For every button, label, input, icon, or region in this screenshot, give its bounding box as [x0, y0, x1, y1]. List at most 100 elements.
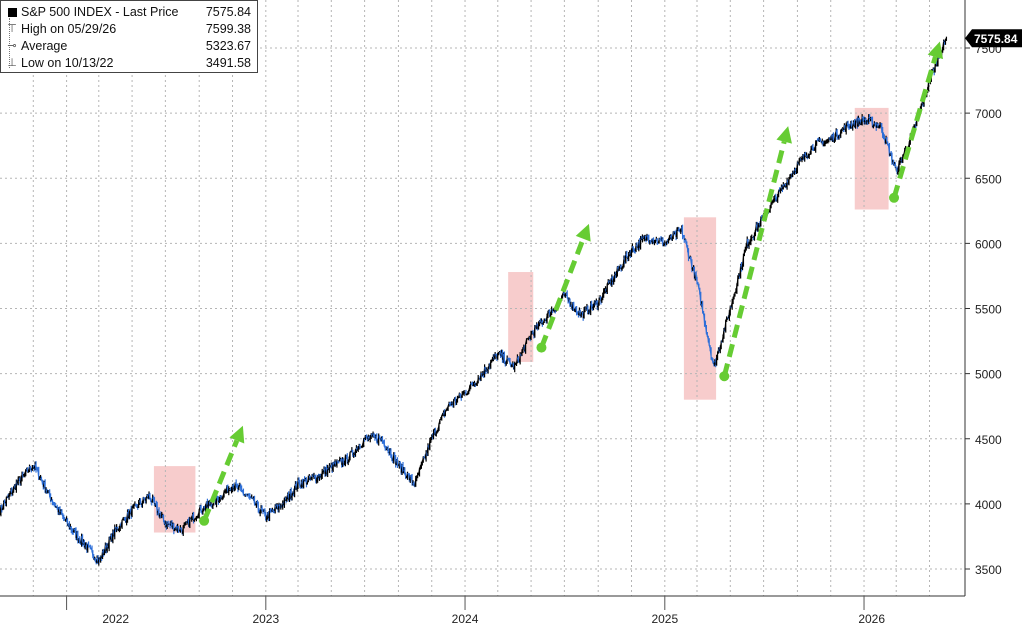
price-segment	[372, 434, 375, 438]
price-segment	[872, 125, 874, 128]
price-segment	[401, 464, 404, 473]
price-segment	[66, 519, 69, 526]
price-segment	[882, 134, 884, 137]
price-segment	[87, 543, 90, 546]
arrow-head	[776, 126, 792, 144]
legend-item-last-price: S&P 500 INDEX - Last Price 7575.84	[1, 4, 257, 21]
price-segment	[504, 362, 507, 364]
legend-value: 7599.38	[205, 22, 251, 36]
price-segment	[393, 454, 396, 456]
price-segment	[518, 354, 521, 363]
price-segment	[657, 239, 660, 244]
price-segment	[513, 364, 516, 370]
price-segment	[549, 313, 552, 317]
price-segment	[685, 242, 688, 247]
price-segment	[190, 516, 193, 520]
price-segment	[613, 274, 616, 279]
price-segment	[217, 499, 220, 503]
price-segment	[309, 478, 312, 480]
price-segment	[727, 312, 730, 319]
price-segment	[896, 170, 899, 174]
y-tick-label: 4000	[975, 498, 1002, 512]
price-segment	[944, 39, 946, 43]
price-segment	[445, 408, 448, 411]
price-segment	[193, 518, 195, 522]
price-segment	[211, 505, 214, 508]
price-segment	[885, 137, 888, 142]
price-segment	[390, 456, 393, 459]
price-segment	[48, 490, 51, 497]
price-segment	[733, 292, 736, 296]
price-segment	[621, 265, 624, 268]
price-segment	[308, 475, 311, 480]
price-segment	[414, 478, 417, 487]
price-segment	[241, 489, 243, 492]
price-segment	[233, 482, 236, 489]
price-segment	[135, 504, 138, 508]
price-segment	[43, 481, 46, 492]
price-segment	[125, 520, 128, 523]
price-segment	[690, 261, 693, 270]
price-segment	[456, 397, 459, 403]
price-segment	[739, 264, 742, 277]
price-segment	[144, 497, 147, 501]
price-segment	[34, 464, 37, 470]
price-segment	[188, 518, 191, 527]
price-segment	[240, 487, 243, 491]
price-segment	[846, 122, 849, 127]
price-segment	[91, 550, 94, 557]
price-segment	[652, 238, 655, 243]
price-segment	[157, 509, 160, 517]
price-segment	[242, 491, 244, 495]
price-segment	[648, 240, 651, 243]
price-segment	[684, 239, 687, 243]
price-segment	[194, 518, 196, 520]
price-segment	[669, 235, 672, 240]
price-segment	[771, 200, 774, 204]
price-segment	[847, 125, 850, 128]
legend-label: High on 05/29/26	[21, 22, 117, 36]
price-segment	[149, 498, 152, 502]
price-segment	[118, 527, 120, 530]
price-segment	[348, 452, 351, 460]
price-segment	[731, 299, 734, 303]
price-segment	[69, 526, 72, 531]
arrow-shaft	[891, 56, 938, 199]
highlight-region	[508, 272, 534, 362]
price-segment	[877, 126, 880, 128]
price-segment	[625, 253, 628, 257]
price-segment	[89, 546, 91, 548]
price-segment	[24, 469, 27, 474]
price-segment	[166, 522, 169, 525]
price-segment	[434, 432, 437, 436]
price-segment	[646, 235, 649, 238]
price-segment	[247, 494, 250, 497]
price-segment	[827, 138, 830, 140]
price-segment	[55, 506, 58, 508]
price-segment	[452, 399, 455, 405]
price-segment	[419, 466, 421, 469]
price-segment	[362, 438, 365, 445]
price-segment	[406, 473, 409, 478]
price-segment	[268, 510, 271, 519]
price-segment	[634, 244, 637, 252]
price-segment	[153, 499, 155, 505]
price-segment	[244, 494, 247, 496]
price-segment	[698, 287, 701, 293]
price-segment	[779, 188, 781, 192]
price-segment	[360, 445, 363, 448]
price-segment	[655, 238, 658, 243]
price-segment	[22, 473, 25, 476]
price-segment	[234, 482, 237, 485]
price-segment	[936, 57, 939, 67]
price-segment	[572, 302, 575, 310]
price-segment	[596, 305, 599, 308]
price-segment	[703, 313, 706, 324]
price-segment	[732, 294, 735, 300]
price-segment	[851, 125, 854, 129]
y-tick-label: 6500	[975, 172, 1002, 186]
price-segment	[476, 378, 479, 384]
price-segment	[196, 515, 198, 518]
price-segment	[462, 392, 465, 395]
price-segment	[505, 357, 508, 363]
